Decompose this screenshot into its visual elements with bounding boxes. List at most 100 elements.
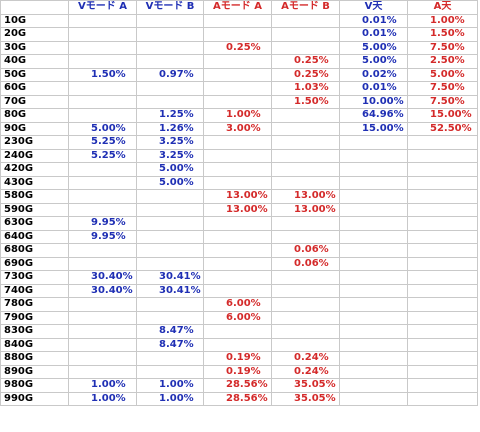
v-mode-a-cell: 30.40% <box>68 283 137 298</box>
table-row: 60G 1.03% 0.01% 7.50% <box>0 81 478 96</box>
a-mode-b-cell: 0.24% <box>271 364 340 379</box>
game-count-cell: 730G <box>0 270 69 285</box>
v-mode-a-cell <box>68 175 137 190</box>
table-row: 420G 5.00% <box>0 162 478 177</box>
game-count-cell: 240G <box>0 148 69 163</box>
game-count-cell: 880G <box>0 351 69 366</box>
game-count-cell: 60G <box>0 81 69 96</box>
table-row: 80G 1.25% 1.00% 64.96% 15.00% <box>0 108 478 123</box>
a-mode-a-cell: 28.56% <box>203 391 272 406</box>
table-body: 10G 0.01% 1.00% 20G 0.01% 1.50% 30G 0.25% 5.00% 7… <box>0 13 478 406</box>
v-mode-a-cell <box>68 108 137 123</box>
a-mode-b-cell <box>271 121 340 136</box>
header-row: Vモード A Vモード B Aモード A Aモード B V天 A天 <box>0 0 478 15</box>
v-ten-cell <box>339 378 408 393</box>
v-mode-a-cell <box>68 189 137 204</box>
game-count-cell: 740G <box>0 283 69 298</box>
a-ten-cell <box>407 283 478 298</box>
game-count-cell: 840G <box>0 337 69 352</box>
v-mode-a-cell <box>68 297 137 312</box>
a-mode-a-cell <box>203 94 272 109</box>
v-mode-a-cell <box>68 81 137 96</box>
v-ten-cell: 15.00% <box>339 121 408 136</box>
v-ten-cell <box>339 256 408 271</box>
a-mode-a-cell: 28.56% <box>203 378 272 393</box>
v-mode-a-cell: 9.95% <box>68 216 137 231</box>
a-mode-a-cell <box>203 324 272 339</box>
a-ten-cell <box>407 148 478 163</box>
v-mode-b-cell <box>136 202 204 217</box>
a-ten-cell <box>407 270 478 285</box>
v-mode-b-cell <box>136 40 204 55</box>
v-mode-a-cell <box>68 162 137 177</box>
game-count-cell: 230G <box>0 135 69 150</box>
a-mode-a-cell <box>203 27 272 42</box>
v-ten-cell <box>339 310 408 325</box>
a-ten-header: A天 <box>407 0 478 15</box>
a-mode-b-cell <box>271 310 340 325</box>
a-mode-b-cell: 35.05% <box>271 391 340 406</box>
game-count-cell: 790G <box>0 310 69 325</box>
a-mode-a-cell <box>203 337 272 352</box>
v-ten-cell <box>339 216 408 231</box>
v-mode-b-cell: 30.41% <box>136 283 204 298</box>
v-ten-cell <box>339 229 408 244</box>
game-count-cell: 980G <box>0 378 69 393</box>
v-mode-b-cell <box>136 229 204 244</box>
v-mode-b-cell <box>136 256 204 271</box>
game-count-cell: 30G <box>0 40 69 55</box>
v-mode-a-cell <box>68 27 137 42</box>
a-ten-cell <box>407 229 478 244</box>
v-ten-cell: 10.00% <box>339 94 408 109</box>
a-mode-a-cell <box>203 81 272 96</box>
a-ten-cell <box>407 189 478 204</box>
a-mode-a-header: Aモード A <box>203 0 272 15</box>
a-ten-cell <box>407 135 478 150</box>
v-mode-a-cell <box>68 337 137 352</box>
v-mode-a-header: Vモード A <box>68 0 137 15</box>
v-ten-cell <box>339 175 408 190</box>
a-mode-a-cell: 0.19% <box>203 364 272 379</box>
a-mode-b-cell <box>271 40 340 55</box>
v-ten-cell: 5.00% <box>339 54 408 69</box>
v-mode-a-cell <box>68 54 137 69</box>
v-mode-b-cell <box>136 310 204 325</box>
a-mode-a-cell <box>203 229 272 244</box>
table-row: 740G 30.40% 30.41% <box>0 283 478 298</box>
a-ten-cell <box>407 216 478 231</box>
v-mode-b-cell: 8.47% <box>136 324 204 339</box>
v-ten-cell <box>339 135 408 150</box>
a-mode-a-cell <box>203 162 272 177</box>
a-mode-b-cell <box>271 13 340 28</box>
game-count-cell: 690G <box>0 256 69 271</box>
v-mode-a-cell <box>68 243 137 258</box>
game-count-cell: 40G <box>0 54 69 69</box>
a-mode-b-cell: 0.25% <box>271 54 340 69</box>
a-mode-a-cell: 13.00% <box>203 202 272 217</box>
table-row: 780G 6.00% <box>0 297 478 312</box>
a-mode-b-cell <box>271 229 340 244</box>
table-row: 590G 13.00% 13.00% <box>0 202 478 217</box>
a-mode-b-cell <box>271 135 340 150</box>
table-row: 20G 0.01% 1.50% <box>0 27 478 42</box>
table-row: 990G 1.00% 1.00% 28.56% 35.05% <box>0 391 478 406</box>
table-row: 880G 0.19% 0.24% <box>0 351 478 366</box>
game-count-cell: 430G <box>0 175 69 190</box>
v-ten-cell <box>339 162 408 177</box>
a-mode-b-cell: 13.00% <box>271 189 340 204</box>
table-row: 980G 1.00% 1.00% 28.56% 35.05% <box>0 378 478 393</box>
game-count-cell: 680G <box>0 243 69 258</box>
v-mode-a-cell <box>68 324 137 339</box>
a-mode-b-cell: 35.05% <box>271 378 340 393</box>
v-mode-a-cell: 1.50% <box>68 67 137 82</box>
table-row: 830G 8.47% <box>0 324 478 339</box>
a-mode-b-cell: 0.24% <box>271 351 340 366</box>
table-row: 840G 8.47% <box>0 337 478 352</box>
v-ten-cell: 0.01% <box>339 81 408 96</box>
probability-table: Vモード A Vモード B Aモード A Aモード B V天 A天 10G 0.01% 1.0… <box>0 0 478 406</box>
v-mode-b-cell <box>136 351 204 366</box>
v-mode-a-cell: 9.95% <box>68 229 137 244</box>
table-row: 240G 5.25% 3.25% <box>0 148 478 163</box>
game-count-cell: 420G <box>0 162 69 177</box>
v-mode-a-cell: 30.40% <box>68 270 137 285</box>
